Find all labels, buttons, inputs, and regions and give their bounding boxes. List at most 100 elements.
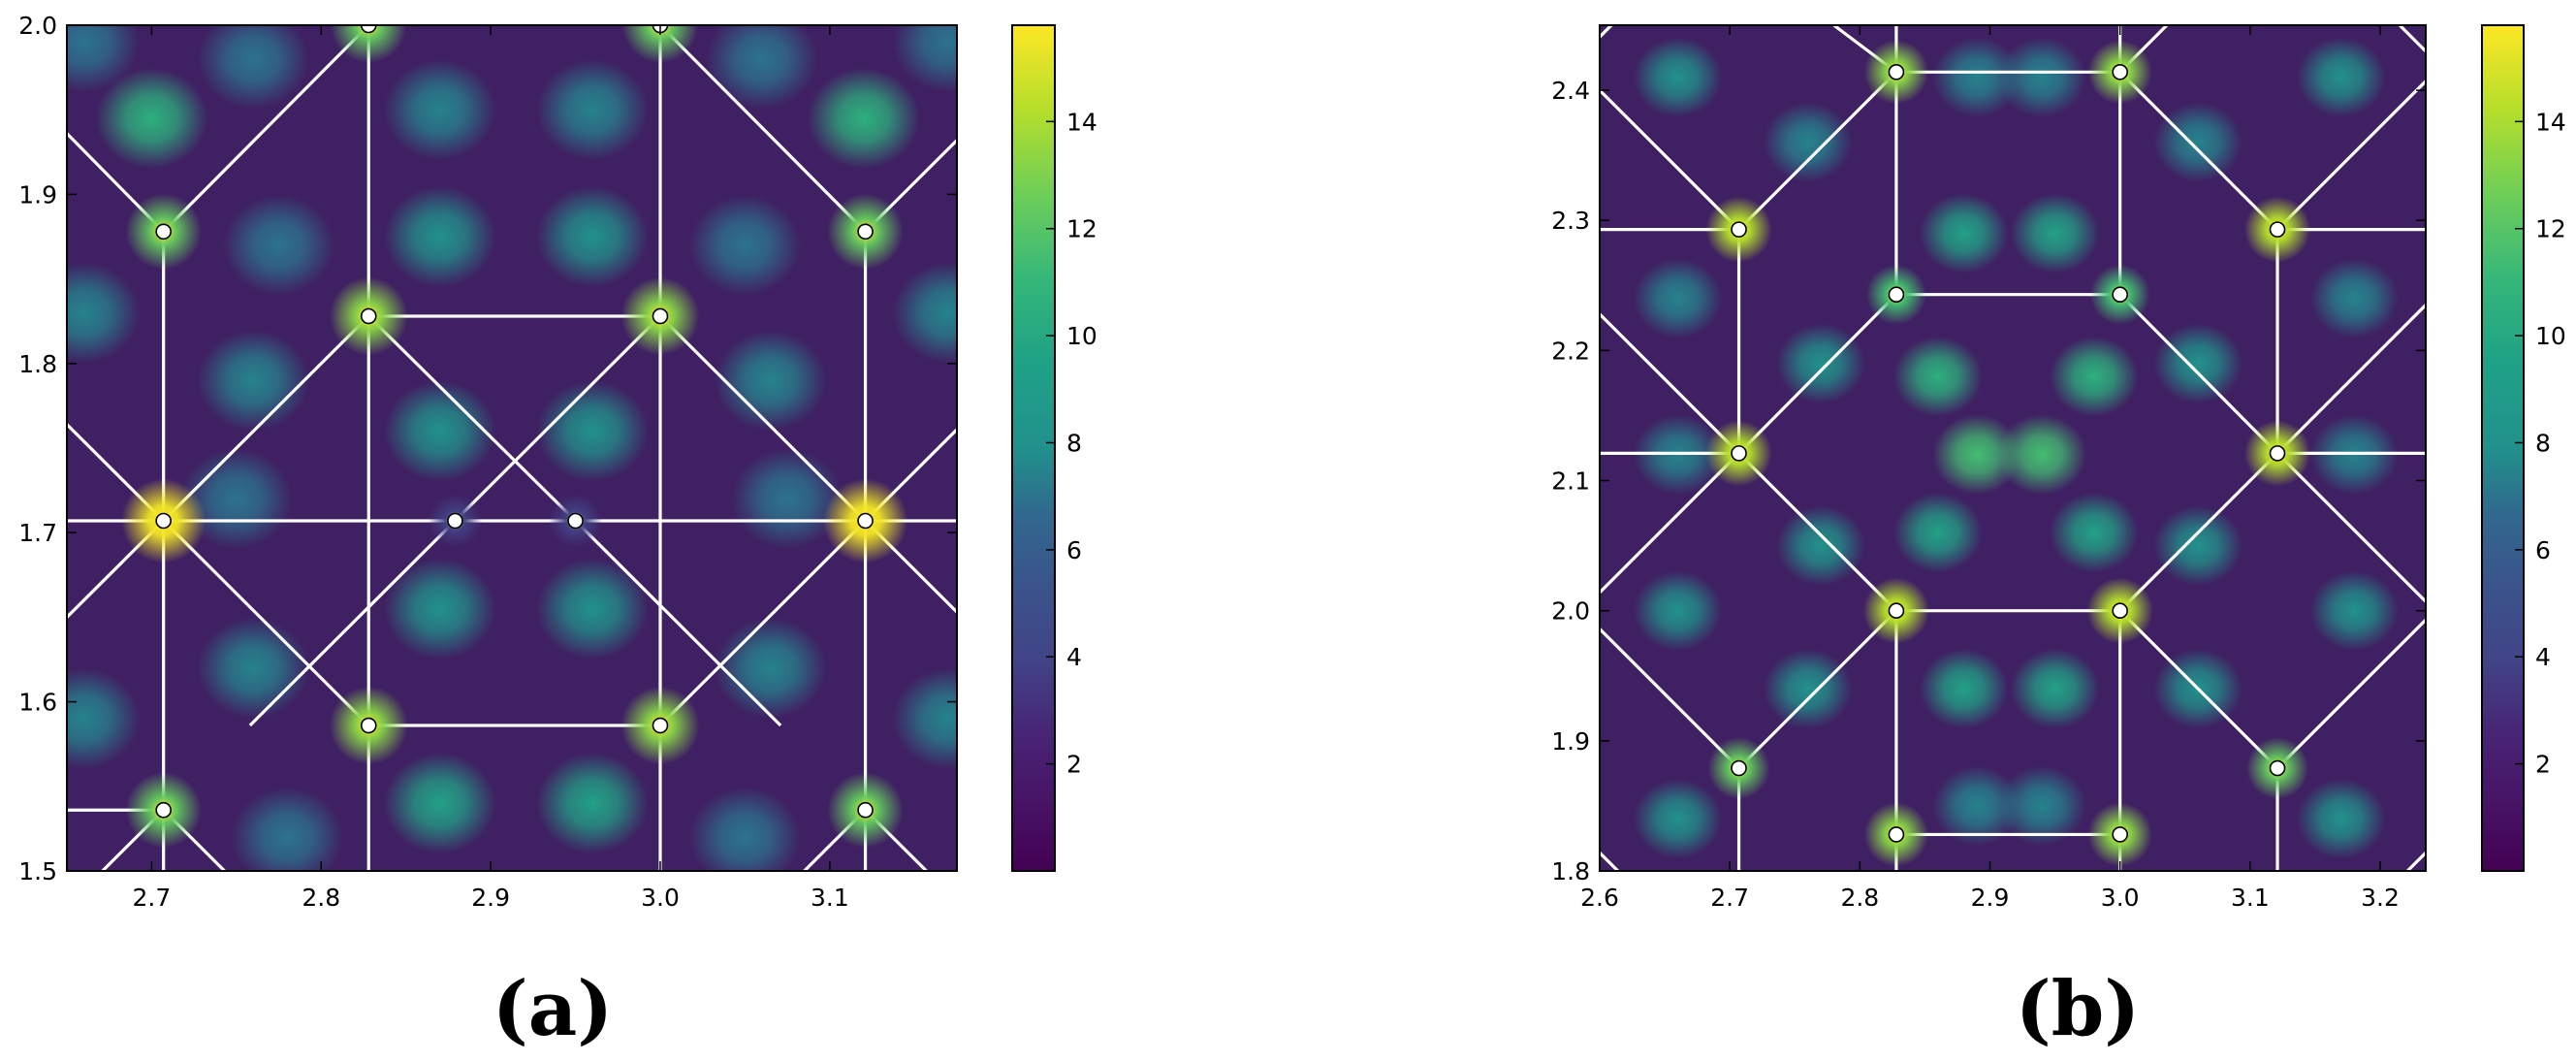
y-tick-label: 1.9 (1551, 727, 1590, 756)
network-edge (2275, 618, 2426, 770)
network-edge (2275, 80, 2426, 231)
heat-blob (95, 67, 208, 170)
colorbar-tick-label: 2 (1066, 751, 1082, 779)
x-tick-label: 2.9 (471, 884, 510, 912)
heat-blob (1776, 323, 1866, 404)
network-edge (2118, 452, 2279, 612)
colorbar-tick-label: 10 (2535, 322, 2566, 350)
network-node (2112, 826, 2128, 843)
panel-a-x-axis: 2.7 2.8 2.9 3.0 3.1 (133, 25, 849, 912)
y-tick-label: 2.0 (18, 12, 57, 40)
heat-blob (2153, 102, 2243, 183)
x-tick-label: 2.6 (1580, 884, 1619, 912)
network-node (857, 223, 874, 241)
network-node (857, 512, 874, 530)
heat-blob (1997, 37, 2087, 118)
network-node (447, 512, 463, 530)
heat-blob (2049, 492, 2139, 573)
panel-b-y-axis: 1.8 1.9 2.0 2.1 2.2 2.3 2.4 (1551, 77, 2426, 885)
heat-blob (1932, 765, 2022, 847)
network-edge (658, 314, 957, 614)
panel-a-heat-blobs (67, 25, 957, 871)
heat-blob (1997, 765, 2087, 847)
y-tick-label: 2.1 (1551, 467, 1590, 496)
network-edge (1737, 71, 1898, 231)
panel-a-colorbar-gradient (1011, 24, 1056, 872)
heat-blob (1919, 648, 2009, 729)
heat-blob (892, 262, 957, 364)
network-node (155, 512, 172, 530)
heat-blob (383, 58, 496, 161)
heat-blob (1997, 414, 2087, 496)
heat-blob (179, 448, 293, 550)
panel-a-network-nodes (121, 25, 908, 849)
heat-blob (383, 753, 496, 854)
heat-blob (1763, 648, 1853, 729)
x-tick-label: 3.0 (2101, 884, 2140, 912)
network-edge (658, 25, 867, 233)
network-node (1731, 445, 1747, 462)
panel-a-network-lines (67, 25, 957, 871)
x-tick-label: 2.7 (133, 884, 172, 912)
heat-blob (2296, 778, 2386, 859)
heat-blob (892, 25, 957, 93)
heat-blob (197, 25, 310, 111)
heat-blob (231, 786, 344, 871)
network-edge (2118, 71, 2279, 231)
network-edge (1737, 452, 1898, 612)
network-edge (574, 519, 782, 727)
panel-b-colorbar: 2 4 6 8 10 12 14 (2481, 24, 2566, 872)
network-node (1888, 63, 1905, 80)
x-tick-label: 3.0 (641, 884, 680, 912)
x-tick-label: 2.8 (1840, 884, 1879, 912)
network-edge (2118, 609, 2279, 770)
network-node (2112, 286, 2128, 303)
x-tick-label: 2.7 (1710, 884, 1749, 912)
network-node (1888, 286, 1905, 303)
heat-blob (2010, 648, 2100, 729)
heat-blob (688, 194, 802, 296)
network-node (652, 717, 669, 734)
heat-blob (1633, 258, 1723, 339)
panel-a-background (67, 25, 957, 871)
network-edge (1600, 628, 1740, 770)
peak-glow (331, 25, 407, 64)
colorbar-tick-label: 12 (2535, 215, 2566, 243)
network-edge (1737, 293, 1898, 455)
heat-blob (536, 558, 650, 660)
network-edge (1600, 852, 1619, 871)
panel-a: 2.7 2.8 2.9 3.0 3.1 1.5 1.6 1.7 1.8 1.9 2.0 2 4 6 8 1… (18, 12, 1097, 1053)
heat-blob (2153, 505, 2243, 587)
network-edge (2406, 852, 2426, 871)
heat-blob (2309, 258, 2400, 339)
heat-blob (1932, 37, 2022, 118)
network-edge (67, 423, 370, 727)
heat-blob (67, 667, 141, 770)
network-node (155, 801, 172, 819)
colorbar-tick-label: 10 (1066, 322, 1097, 350)
network-node (857, 801, 874, 819)
network-node (1731, 221, 1747, 238)
colorbar-tick-label: 12 (1066, 215, 1097, 243)
heat-blob (1763, 102, 1853, 183)
heat-blob (222, 194, 335, 296)
heat-blob (1932, 414, 2022, 496)
heat-blob (2153, 323, 2243, 404)
heat-blob (1892, 336, 1983, 417)
y-tick-label: 1.7 (18, 519, 57, 547)
panel-b-colorbar-gradient (2481, 24, 2525, 872)
heat-blob (536, 380, 650, 482)
heat-blob (197, 617, 310, 719)
panel-a-colorbar: 2 4 6 8 10 12 14 (1011, 24, 1097, 872)
panel-b-x-axis: 2.6 2.7 2.8 2.9 3.0 3.1 3.2 (1580, 25, 2400, 912)
heat-blob (383, 558, 496, 660)
heat-blob (1919, 193, 2009, 274)
network-node (2112, 602, 2128, 619)
heat-blob (67, 262, 141, 364)
heat-blob (1633, 570, 1723, 652)
heat-blob (197, 330, 310, 432)
heat-blob (714, 330, 827, 432)
y-tick-label: 1.8 (1551, 857, 1590, 885)
heat-blob (2296, 37, 2386, 118)
